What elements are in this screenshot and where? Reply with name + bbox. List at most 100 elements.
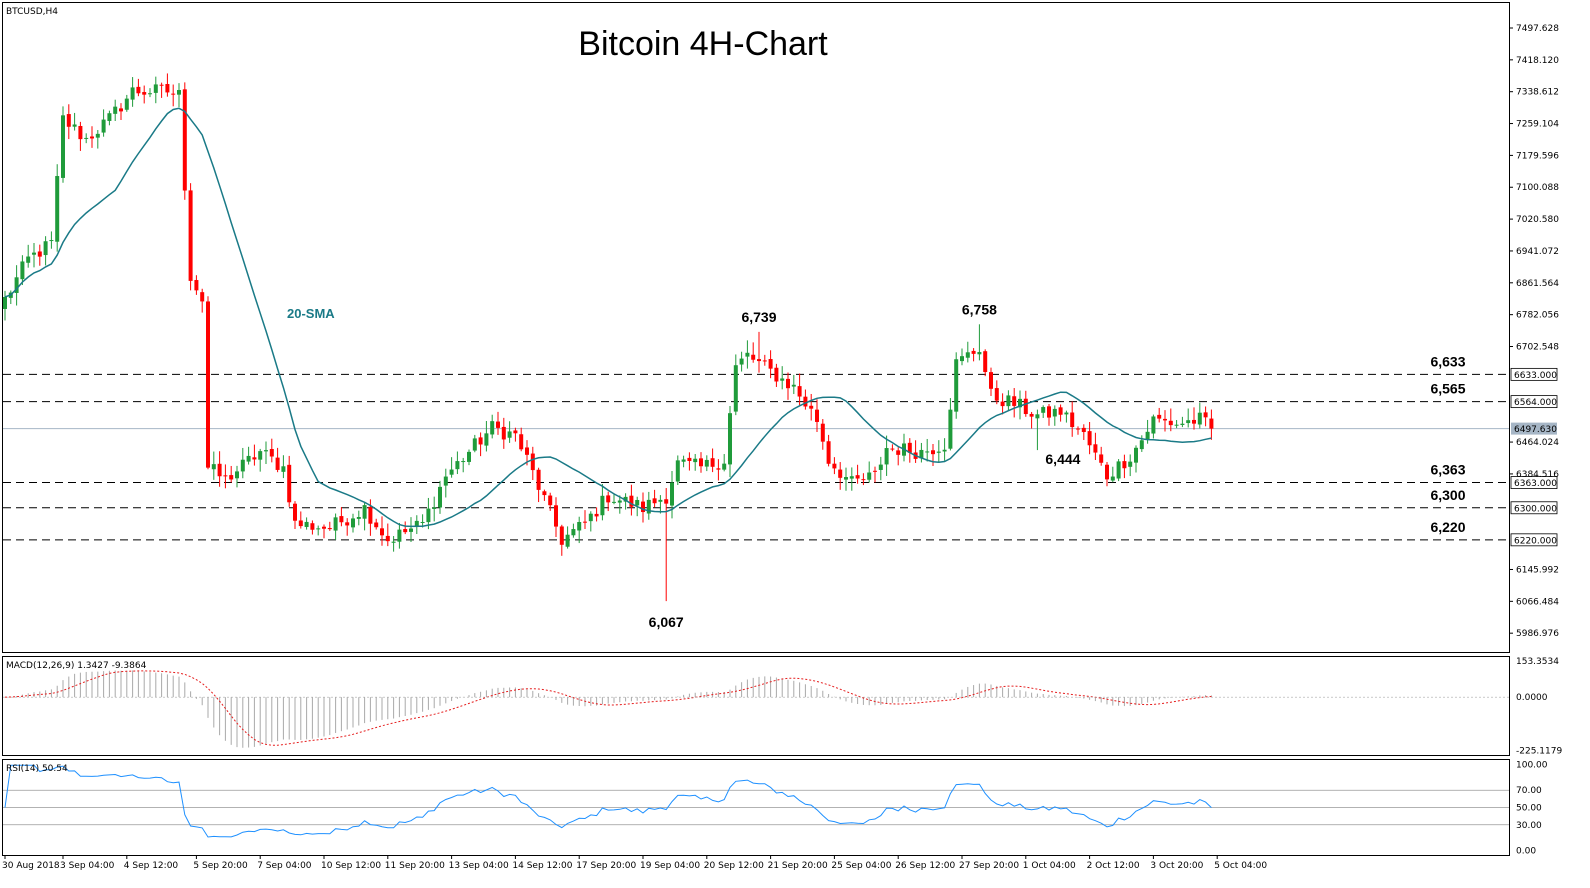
candle-65	[380, 516, 384, 546]
candle-45	[264, 441, 268, 464]
candle-97	[565, 526, 570, 549]
candle-body-141	[820, 423, 825, 442]
candle-175	[1018, 390, 1022, 420]
candle-body-119	[693, 458, 698, 463]
candle-148	[861, 473, 866, 486]
candle-19	[113, 99, 118, 122]
candle-body-158	[919, 449, 924, 459]
candle-body-163	[948, 409, 953, 449]
candle-body-127	[739, 358, 744, 365]
candle-body-74	[432, 507, 437, 509]
candle-167	[971, 348, 976, 362]
candle-body-122	[710, 458, 715, 467]
candle-body-42	[246, 455, 251, 462]
x-tick-label-4: 7 Sep 04:00	[257, 861, 312, 871]
y-tick-label-2: 7338.612	[1516, 88, 1559, 98]
candle-168	[977, 324, 982, 361]
candle-body-133	[774, 367, 779, 382]
candle-88	[513, 427, 518, 442]
candle-49	[287, 455, 292, 507]
candle-body-129	[751, 354, 756, 360]
candle-body-203	[1180, 423, 1185, 425]
candle-body-10	[61, 115, 65, 178]
rsi-line	[4, 764, 1212, 838]
candle-body-82	[478, 437, 483, 445]
candle-111	[646, 491, 651, 520]
candle-39	[229, 465, 234, 483]
candle-body-32	[188, 190, 193, 281]
candle-174	[1012, 388, 1017, 418]
candle-3	[20, 255, 25, 286]
candle-127	[739, 351, 744, 372]
candle-body-66	[385, 535, 390, 542]
candle-165	[960, 348, 964, 366]
candle-200	[1163, 410, 1167, 432]
candle-body-59	[345, 522, 350, 526]
candle-body-136	[791, 384, 796, 387]
macd-tick-0: 153.3534	[1516, 657, 1559, 667]
y-tick-label-9: 6782.056	[1516, 311, 1559, 321]
candle-body-115	[670, 482, 674, 506]
candle-117	[681, 455, 686, 468]
candle-164	[954, 352, 959, 419]
candle-131	[762, 354, 767, 366]
candle-body-134	[780, 378, 785, 381]
candle-body-123	[716, 468, 721, 470]
candle-125	[728, 405, 732, 478]
candle-body-83	[484, 433, 489, 446]
candle-207	[1203, 406, 1208, 427]
candle-208	[1209, 409, 1214, 440]
candle-61	[356, 510, 361, 526]
candle-101	[588, 511, 593, 532]
candle-87	[507, 421, 512, 443]
candle-84	[490, 414, 495, 439]
candle-body-48	[281, 466, 286, 472]
candle-body-182	[1058, 407, 1063, 415]
candle-93	[542, 489, 547, 501]
chart-title: Bitcoin 4H-Chart	[578, 25, 828, 63]
level-label-3: 6,300	[1430, 487, 1465, 503]
x-tick-label-7: 13 Sep 04:00	[449, 861, 509, 871]
candle-body-60	[351, 518, 355, 528]
candle-body-108	[629, 495, 634, 507]
candle-59	[345, 518, 350, 536]
candle-body-34	[200, 292, 205, 302]
candle-116	[675, 455, 680, 485]
candle-body-153	[890, 448, 895, 450]
candle-134	[780, 366, 785, 390]
level-label-0: 6,633	[1430, 353, 1465, 369]
candle-81	[472, 434, 477, 453]
candle-57	[333, 513, 338, 541]
candle-body-198	[1151, 416, 1156, 434]
candle-body-61	[356, 516, 361, 519]
candle-155	[902, 433, 906, 462]
candle-body-85	[496, 421, 500, 428]
x-tick-label-5: 10 Sep 12:00	[321, 861, 381, 871]
candle-body-23	[136, 86, 141, 94]
candle-body-58	[339, 516, 344, 523]
candle-body-149	[867, 472, 872, 480]
symbol-label: BTCUSD,H4	[6, 7, 58, 17]
candle-183	[1064, 410, 1069, 423]
candle-body-179	[1041, 407, 1046, 413]
y-tick-label-15: 5986.976	[1516, 629, 1559, 639]
level-label-1: 6,565	[1430, 381, 1465, 397]
candle-163	[948, 398, 953, 451]
candle-body-86	[501, 426, 506, 440]
candle-body-72	[420, 521, 425, 523]
candle-66	[385, 523, 390, 547]
candle-30	[177, 83, 181, 108]
candle-8	[49, 231, 54, 249]
candle-body-207	[1203, 412, 1208, 418]
candle-body-114	[664, 499, 669, 504]
candle-77	[449, 457, 454, 478]
candle-141	[820, 419, 825, 450]
candle-body-64	[374, 522, 379, 528]
sma-label: 20-SMA	[287, 306, 335, 321]
rsi-tick-0: 100.00	[1516, 760, 1548, 770]
price-annotation-1: 6,758	[962, 301, 997, 317]
candle-body-91	[530, 453, 535, 471]
candle-body-130	[757, 359, 761, 362]
candle-188	[1093, 432, 1098, 460]
candle-70	[409, 517, 413, 542]
